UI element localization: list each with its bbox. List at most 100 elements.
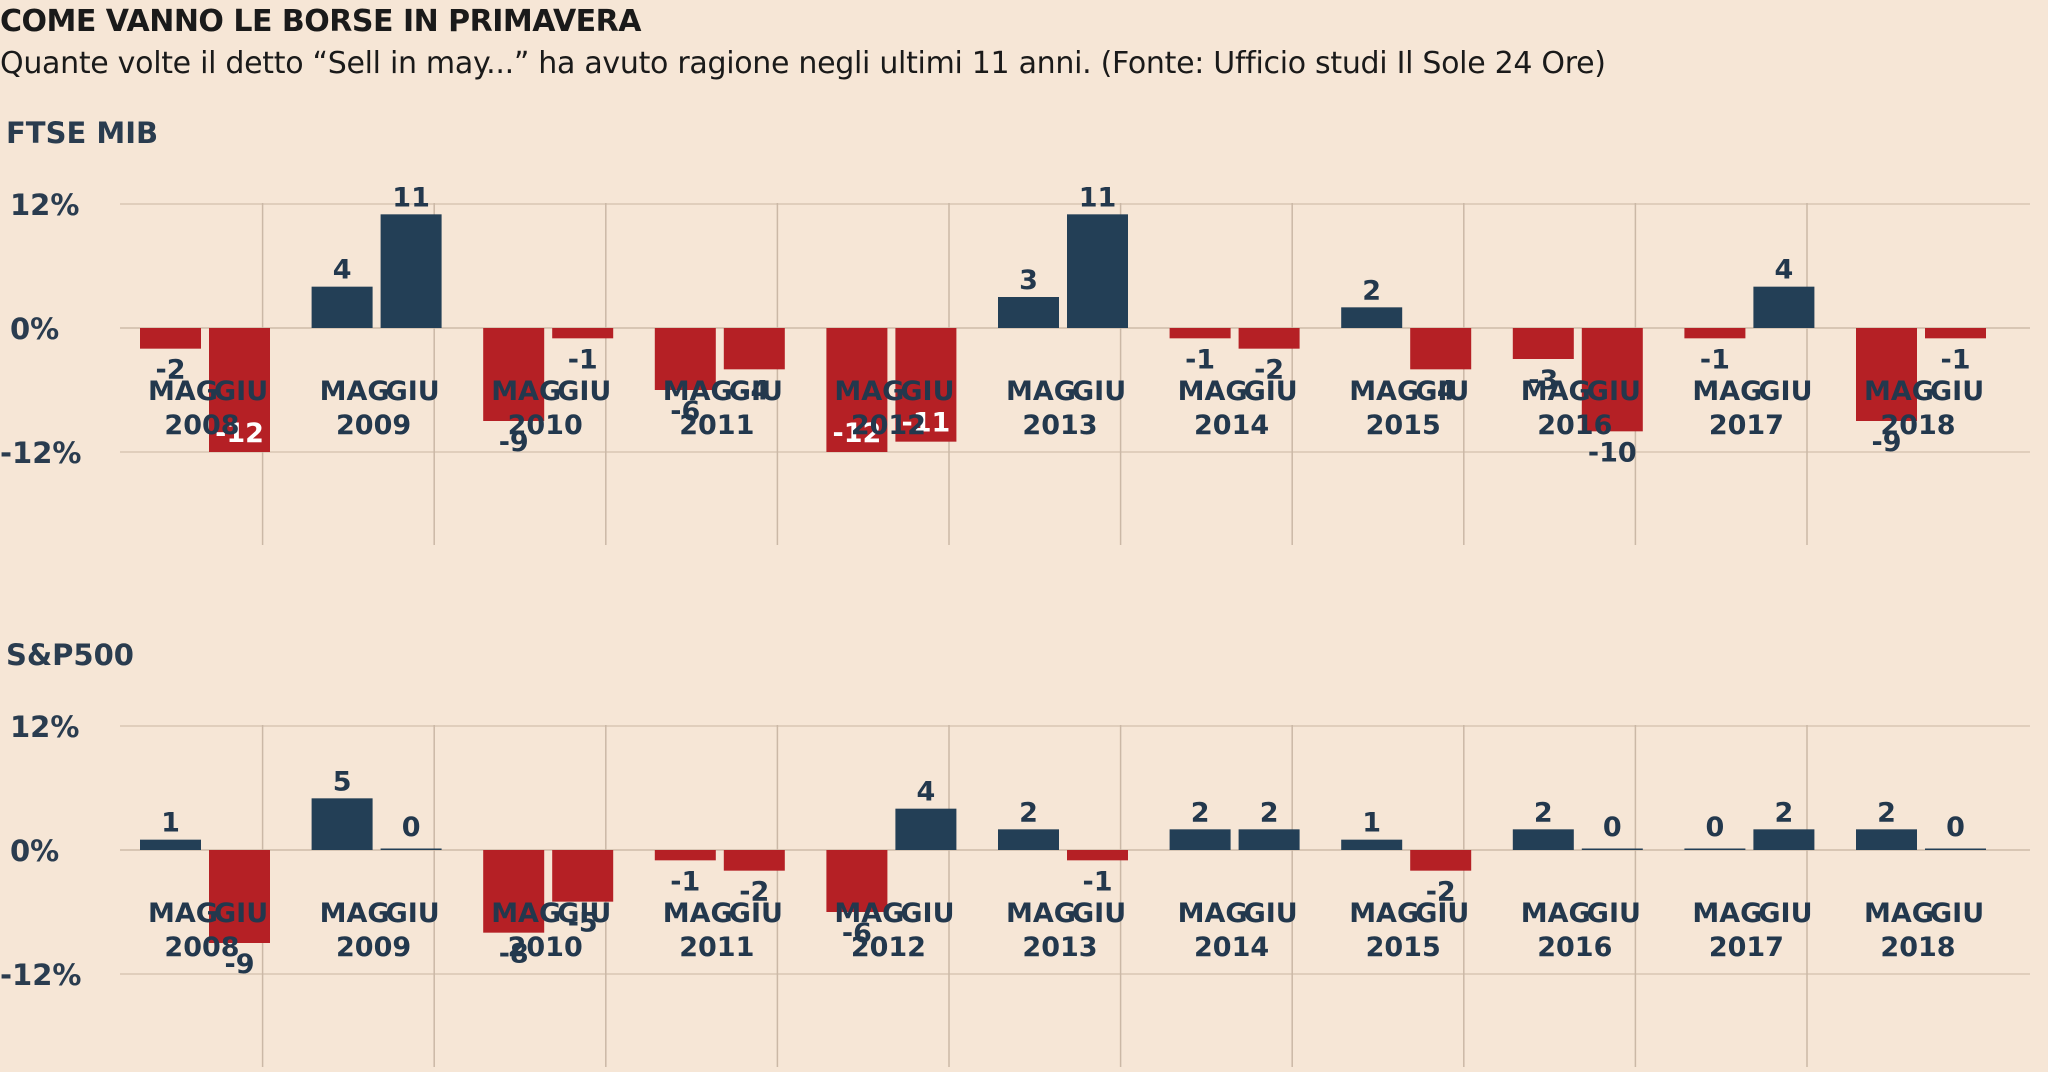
sp500-value-label: -6 (842, 918, 872, 949)
ftse-panel-title: FTSE MIB (6, 116, 158, 150)
sp500-month-label: MAG (834, 898, 904, 929)
sp500-month-label: GIU (729, 898, 783, 929)
ftse-year-label: 2017 (1709, 410, 1784, 441)
ftse-value-label: -2 (1254, 355, 1284, 386)
sp500-month-label: GIU (214, 898, 268, 929)
sp500-bar-2012-mag (826, 850, 888, 912)
ftse-year-label: 2011 (679, 410, 754, 441)
ftse-year-label: 2008 (164, 410, 239, 441)
sp500-year-label: 2010 (508, 932, 583, 963)
ftse-bar-2012-giu (895, 328, 957, 442)
ftse-month-label: GIU (1415, 376, 1469, 407)
ftse-year-label: 2014 (1194, 410, 1269, 441)
ftse-bar-2010-mag (483, 328, 545, 421)
sp500-year-label: 2012 (851, 932, 926, 963)
sp500-value-label: 1 (1362, 808, 1381, 839)
ftse-bar-2017-mag (1684, 328, 1746, 339)
ftse-value-label: -12 (833, 418, 882, 449)
sp500-month-label: MAG (1006, 898, 1076, 929)
ftse-bar-2010-giu (552, 328, 614, 339)
sp500-month-label: MAG (1349, 898, 1419, 929)
sp500-value-label: -5 (568, 908, 598, 939)
ftse-value-label: -6 (670, 396, 700, 427)
sp500-bar-2016-giu (1581, 848, 1643, 850)
sp500-value-label: 2 (1260, 797, 1279, 828)
ftse-year-label: 2013 (1022, 410, 1097, 441)
sp500-year-label: 2014 (1194, 932, 1269, 963)
ftse-value-label: 11 (1079, 182, 1117, 213)
sp500-bar-2014-mag (1169, 829, 1231, 850)
sp500-month-label: MAG (1692, 898, 1762, 929)
sp500-bar-2018-mag (1856, 829, 1917, 850)
sp500-year-label: 2009 (336, 932, 411, 963)
sp500-month-label: GIU (557, 898, 611, 929)
sp500-bar-2010-mag (483, 850, 545, 933)
sp500-bar-2009-giu (380, 848, 442, 850)
sp500-y-tick-label: 12% (10, 710, 79, 744)
ftse-month-label: GIU (1930, 376, 1984, 407)
sp500-value-label: 1 (161, 808, 180, 839)
sp500-month-label: MAG (1864, 898, 1934, 929)
ftse-month-label: MAG (1349, 376, 1419, 407)
sp500-bar-2011-mag (654, 850, 716, 861)
ftse-y-tick-label: 12% (10, 188, 79, 222)
sp500-bar-2010-giu (552, 850, 614, 902)
ftse-month-label: GIU (1758, 376, 1812, 407)
sp500-bar-2009-mag (311, 798, 373, 850)
ftse-value-label: -12 (215, 418, 264, 449)
ftse-value-label: 4 (1775, 255, 1794, 286)
ftse-value-label: -9 (1872, 427, 1902, 458)
ftse-y-tick-label: -12% (0, 436, 81, 470)
ftse-bar-2015-giu (1410, 328, 1472, 370)
ftse-value-label: -1 (1185, 344, 1215, 375)
sp500-year-label: 2011 (679, 932, 754, 963)
ftse-value-label: -9 (499, 427, 529, 458)
ftse-month-label: MAG (1006, 376, 1076, 407)
ftse-year-label: 2018 (1880, 410, 1955, 441)
sp500-year-label: 2013 (1022, 932, 1097, 963)
sp500-bar-2013-giu (1067, 850, 1128, 861)
ftse-value-label: -2 (156, 355, 186, 386)
ftse-bar-2009-mag (311, 286, 373, 328)
sp500-value-label: -2 (1426, 877, 1456, 908)
ftse-month-label: MAG (148, 376, 218, 407)
page-subtitle: Quante volte il detto “Sell in may...” h… (0, 46, 1606, 81)
ftse-bar-2008-giu (209, 328, 270, 452)
sp500-year-label: 2016 (1537, 932, 1612, 963)
sp500-value-label: -9 (225, 949, 255, 980)
sp500-month-label: MAG (320, 898, 390, 929)
sp500-value-label: 2 (1877, 797, 1896, 828)
sp500-value-label: -1 (1083, 866, 1113, 897)
sp500-value-label: 0 (1603, 812, 1622, 843)
ftse-bar-2009-giu (380, 214, 442, 328)
sp500-chart: S&P50012%0%-12%1-9MAGGIU200850MAGGIU2009… (0, 638, 2030, 1067)
ftse-value-label: -3 (1528, 365, 1558, 396)
ftse-month-label: MAG (1178, 376, 1248, 407)
ftse-value-label: -4 (1426, 375, 1456, 406)
ftse-month-label: MAG (320, 376, 390, 407)
sp500-value-label: 2 (1775, 797, 1794, 828)
ftse-bar-2015-mag (1341, 307, 1403, 328)
ftse-bar-2014-mag (1169, 328, 1231, 339)
ftse-month-label: MAG (491, 376, 561, 407)
sp500-bar-2017-giu (1753, 829, 1815, 850)
ftse-year-label: 2010 (508, 410, 583, 441)
sp500-month-label: GIU (1415, 898, 1469, 929)
sp500-bar-2013-mag (998, 829, 1059, 850)
sp500-value-label: 2 (1191, 797, 1210, 828)
sp500-year-label: 2018 (1880, 932, 1955, 963)
sp500-month-label: GIU (1930, 898, 1984, 929)
sp500-panel-title: S&P500 (6, 638, 134, 672)
ftse-bar-2013-mag (998, 297, 1059, 328)
sp500-bar-2008-mag (140, 839, 201, 850)
sp500-bar-2008-giu (209, 850, 270, 943)
sp500-value-label: -8 (499, 939, 529, 970)
ftse-y-tick-label: 0% (10, 312, 59, 346)
ftse-value-label: 2 (1362, 275, 1381, 306)
sp500-value-label: -2 (739, 877, 769, 908)
sp500-bar-2015-giu (1410, 850, 1472, 871)
sp500-month-label: GIU (386, 898, 440, 929)
ftse-mib-chart: FTSE MIB12%0%-12%-2-12MAGGIU2008411MAGGI… (0, 116, 2030, 545)
ftse-value-label: 4 (333, 255, 352, 286)
sp500-bar-2014-giu (1238, 829, 1300, 850)
